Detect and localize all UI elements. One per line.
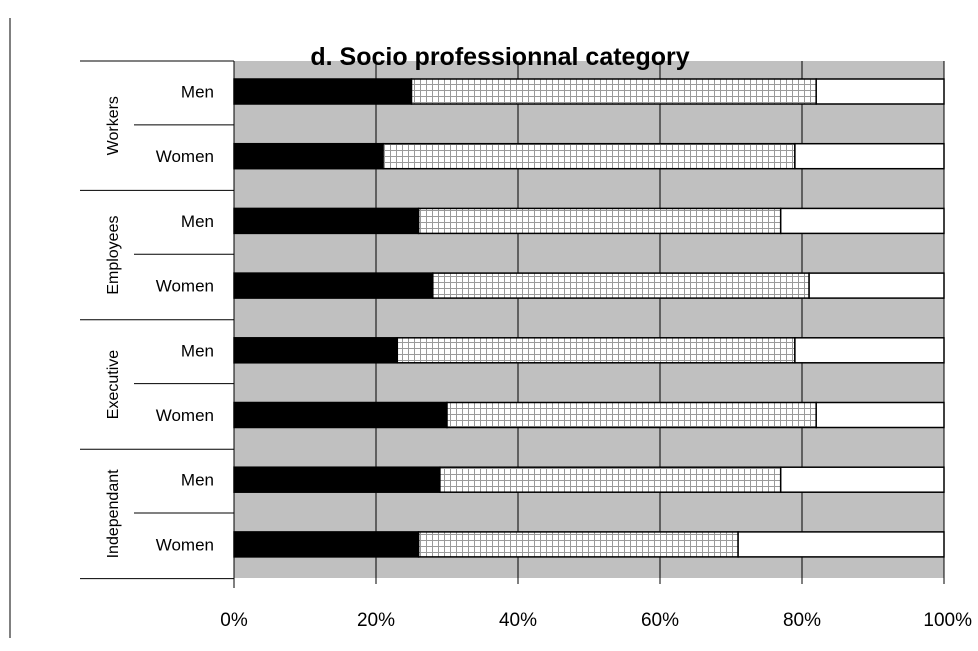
row-label: Men <box>181 212 214 231</box>
bar-segment-employees-women-2 <box>432 272 810 299</box>
row-label: Men <box>181 341 214 360</box>
row-label: Women <box>156 406 214 425</box>
x-tick-label: 0% <box>220 610 248 631</box>
bar-segment-workers-men-3 <box>815 78 945 105</box>
bar-segment-executive-men-2 <box>396 337 796 364</box>
bar-segment-executive-men-3 <box>794 337 945 364</box>
x-tick-label: 40% <box>499 610 537 631</box>
bar-segment-workers-women-2 <box>382 142 796 170</box>
group-label-independant: Independant <box>105 469 122 559</box>
bar-segment-employees-women-1 <box>233 272 434 299</box>
bar-segment-employees-women-3 <box>808 272 945 299</box>
bar-segment-employees-men-1 <box>233 207 420 235</box>
bar-segment-workers-men-1 <box>233 78 413 105</box>
row-label: Women <box>156 277 214 296</box>
bar-segment-independant-women-1 <box>233 531 420 558</box>
bar-segment-executive-women-1 <box>233 401 448 429</box>
bar-segment-executive-men-1 <box>233 337 399 364</box>
row-label: Men <box>181 83 214 102</box>
bar-segment-independant-men-1 <box>233 466 441 493</box>
bar-segment-independant-men-2 <box>439 466 782 493</box>
row-label: Men <box>181 471 214 490</box>
bar-segment-independant-women-3 <box>737 531 945 558</box>
x-tick-label: 80% <box>783 610 821 631</box>
bar-segment-independant-men-3 <box>779 466 945 493</box>
group-label-workers: Workers <box>105 96 122 155</box>
group-label-employees: Employees <box>105 216 122 295</box>
bar-segment-executive-women-3 <box>815 401 945 429</box>
plot-area <box>234 61 944 578</box>
row-label: Women <box>156 535 214 554</box>
bar-segment-executive-women-2 <box>446 401 817 429</box>
x-tick-label: 20% <box>357 610 395 631</box>
x-tick-label: 100% <box>923 610 972 631</box>
group-label-executive: Executive <box>105 350 122 419</box>
bar-segment-workers-men-2 <box>410 78 817 105</box>
bar-segment-employees-men-3 <box>779 207 945 235</box>
chart-title: d. Socio professionnal category <box>310 43 689 71</box>
bar-segment-employees-men-2 <box>417 207 782 235</box>
x-tick-label: 60% <box>641 610 679 631</box>
bar-segment-workers-women-1 <box>233 142 384 170</box>
bar-segment-independant-women-2 <box>417 531 739 558</box>
bar-segment-workers-women-3 <box>794 142 945 170</box>
row-label: Women <box>156 147 214 166</box>
